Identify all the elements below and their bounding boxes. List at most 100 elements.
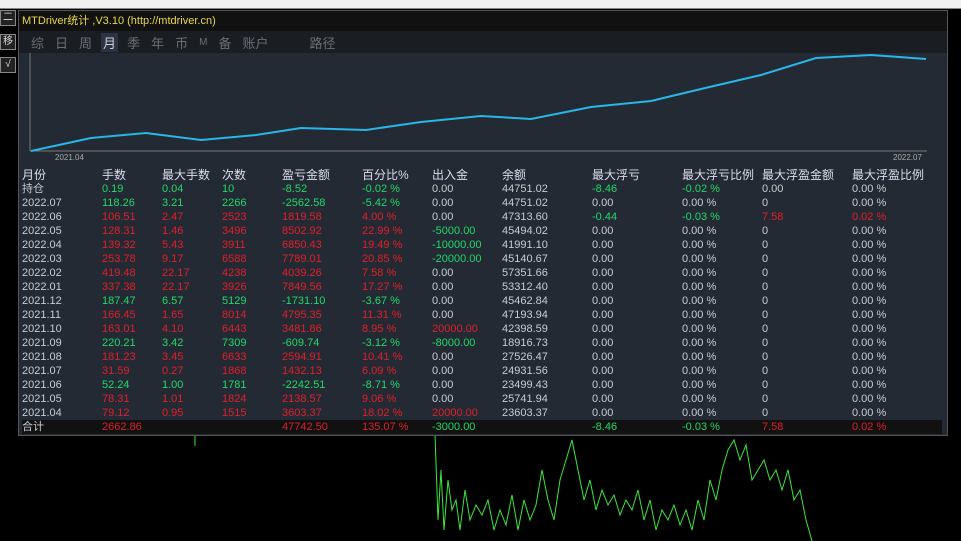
- cell-最大浮盈比例: 0.00 %: [852, 267, 887, 279]
- cell-百分比%: 9.06 %: [362, 393, 397, 405]
- x-axis-end-label: 2022.07: [893, 153, 922, 162]
- cell-月份: 2021.06: [22, 379, 62, 391]
- cell-余额: 18916.73: [502, 337, 548, 349]
- cell-最大浮亏: 0.00: [592, 393, 614, 405]
- cell-手数: 78.31: [102, 393, 130, 405]
- cell-次数: 10: [222, 183, 235, 195]
- cell-最大浮亏比例: 0.00 %: [682, 351, 717, 363]
- top-window-bar: [0, 0, 961, 9]
- tab-account[interactable]: 账户: [242, 35, 269, 51]
- cell-手数: 220.21: [102, 337, 136, 349]
- cell-最大手数: 最大手数: [162, 168, 211, 182]
- cell-百分比%: 10.41 %: [362, 351, 403, 363]
- cell-盈亏金额: 1432.13: [282, 365, 322, 377]
- cell-最大手数: 4.10: [162, 323, 184, 335]
- cell-手数: 31.59: [102, 365, 130, 377]
- tab-quarter[interactable]: 季: [127, 35, 141, 51]
- cell-余额: 47313.60: [502, 211, 548, 223]
- cell-月份: 2022.04: [22, 239, 62, 251]
- cell-盈亏金额: 盈亏金额: [282, 168, 331, 182]
- cell-最大浮盈比例: 0.02 %: [852, 211, 887, 223]
- cell-百分比%: 4.00 %: [362, 211, 397, 223]
- table-row: 2021.07 31.59 0.27 1868 1432.13 6.09 % 0.00 249…: [22, 364, 942, 378]
- cell-最大手数: 22.17: [162, 267, 190, 279]
- cell-盈亏金额: -609.74: [282, 337, 320, 349]
- cell-最大浮亏: 0.00: [592, 253, 614, 265]
- cell-月份: 2022.05: [22, 225, 62, 237]
- cell-手数: 128.31: [102, 225, 136, 237]
- cell-月份: 2021.08: [22, 351, 62, 363]
- tab-m[interactable]: M: [199, 36, 208, 48]
- cell-最大浮盈金额: 0: [762, 295, 769, 307]
- panel-title: MTDriver统计 ,V3.10 (http://mtdriver.cn): [19, 11, 947, 31]
- cell-次数: 次数: [222, 168, 247, 182]
- cell-次数: 2523: [222, 211, 247, 223]
- cell-最大浮盈金额: 0: [762, 379, 769, 391]
- cell-最大浮盈金额: 0: [762, 239, 769, 251]
- tab-week[interactable]: 周: [79, 35, 93, 51]
- cell-月份: 2021.10: [22, 323, 62, 335]
- cell-最大浮亏: 0.00: [592, 197, 614, 209]
- cell-最大浮盈比例: 0.00 %: [852, 365, 887, 377]
- cell-最大浮盈比例: 0.00 %: [852, 309, 887, 321]
- cell-出入金: 0.00: [432, 365, 454, 377]
- table-row: 持仓 0.19 0.04 10 -8.52 -0.02 % 0.00 44751.02 -8.4…: [22, 182, 942, 196]
- cell-出入金: 20000.00: [432, 323, 478, 335]
- cell-最大手数: 1.01: [162, 393, 184, 405]
- cell-最大手数: 1.46: [162, 225, 184, 237]
- cell-最大浮盈金额: 0: [762, 337, 769, 349]
- toolbar-button-check[interactable]: √: [0, 57, 16, 73]
- tab-summary[interactable]: 综: [31, 35, 45, 51]
- tab-day[interactable]: 日: [55, 35, 69, 51]
- cell-最大浮亏比例: 0.00 %: [682, 393, 717, 405]
- cell-出入金: 0.00: [432, 379, 454, 391]
- cell-最大浮亏: 0.00: [592, 225, 614, 237]
- cell-手数: 79.12: [102, 407, 130, 419]
- cell-最大浮亏比例: 0.00 %: [682, 253, 717, 265]
- cell-次数: 3911: [222, 239, 246, 251]
- cell-余额: 45494.02: [502, 225, 548, 237]
- cell-百分比%: 135.07 %: [362, 420, 432, 434]
- cell-次数: 3496: [222, 225, 247, 237]
- tab-year[interactable]: 年: [151, 35, 165, 51]
- tab-bar: 综 日 周 月 季 年 币 M 备 账户 路径: [19, 31, 947, 53]
- cell-最大浮亏: 0.00: [592, 309, 614, 321]
- cell-余额: 44751.02: [502, 183, 548, 195]
- cell-盈亏金额: -2562.58: [282, 197, 326, 209]
- cell-手数: 106.51: [102, 211, 136, 223]
- cell-百分比%: 百分比%: [362, 168, 409, 182]
- cell-最大浮盈金额: 0: [762, 393, 769, 405]
- cell-最大浮盈比例: 最大浮盈比例: [852, 168, 925, 182]
- table-row: 2021.11 166.45 1.65 8014 4795.35 11.31 % 0.00 4…: [22, 308, 942, 322]
- table-row: 2021.12 187.47 6.57 5129 -1731.10 -3.67 % 0.00…: [22, 294, 942, 308]
- cell-盈亏金额: 2594.91: [282, 351, 322, 363]
- toolbar-button-move[interactable]: 移: [0, 34, 16, 50]
- cell-最大浮盈比例: 0.00 %: [852, 393, 887, 405]
- cell-最大浮盈金额: 0: [762, 253, 769, 265]
- cell-百分比%: -5.42 %: [362, 197, 400, 209]
- cell-最大手数: 5.43: [162, 239, 184, 251]
- cell-次数: 6633: [222, 351, 247, 363]
- tab-currency[interactable]: 币: [175, 35, 189, 51]
- cell-月份: 2022.02: [22, 267, 62, 279]
- cell-月份: 2022.07: [22, 197, 62, 209]
- cell-盈亏金额: 3603.37: [282, 407, 322, 419]
- cell-次数: 3926: [222, 281, 247, 293]
- cell-最大浮盈比例: 0.00 %: [852, 323, 887, 335]
- table-row: 2021.04 79.12 0.95 1515 3603.37 18.02 % 20000.…: [22, 406, 942, 420]
- cell-最大浮亏比例: 0.00 %: [682, 337, 717, 349]
- toolbar-button-1[interactable]: 二: [0, 10, 16, 26]
- cell-出入金: -3000.00: [432, 420, 502, 434]
- tab-path[interactable]: 路径: [309, 35, 336, 51]
- cell-最大浮亏比例: 0.00 %: [682, 295, 717, 307]
- cell-出入金: -8000.00: [432, 337, 476, 349]
- cell-百分比%: 17.27 %: [362, 281, 403, 293]
- cell-最大手数: 2.47: [162, 211, 184, 223]
- cell-最大手数: 0.04: [162, 183, 184, 195]
- cell-余额: 57351.66: [502, 267, 548, 279]
- tab-month[interactable]: 月: [101, 32, 119, 52]
- tab-note[interactable]: 备: [218, 35, 232, 51]
- cell-最大浮盈金额: 0: [762, 351, 769, 363]
- cell-月份: 月份: [22, 168, 47, 182]
- cell-百分比%: 22.99 %: [362, 225, 403, 237]
